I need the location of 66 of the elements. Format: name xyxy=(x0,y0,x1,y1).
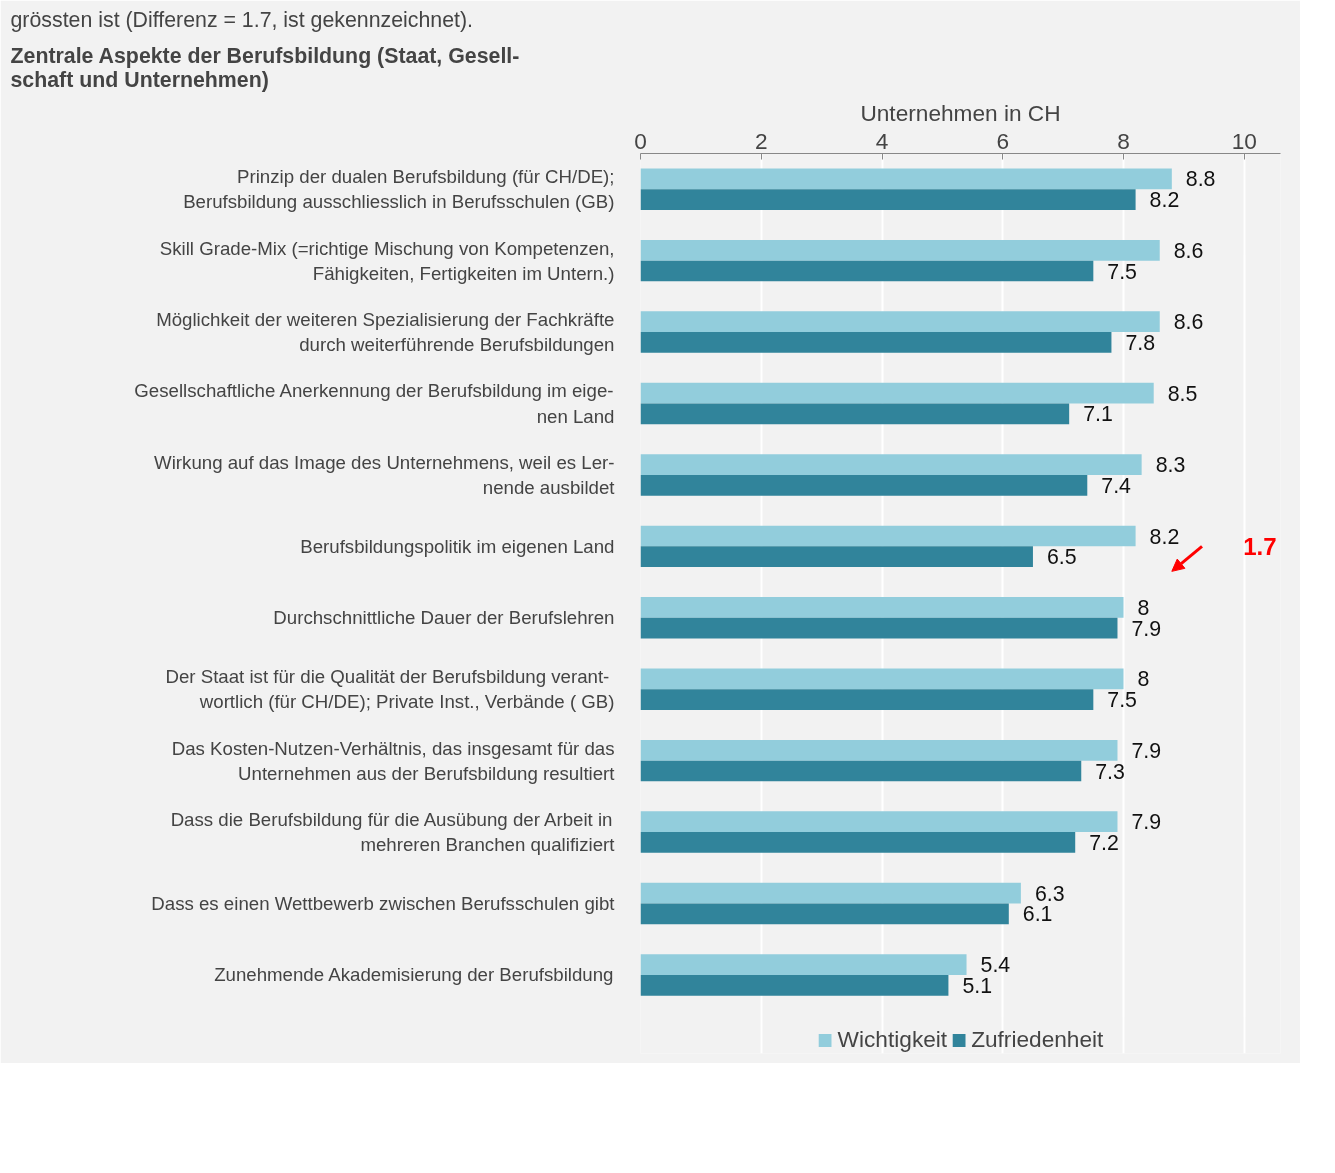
bar xyxy=(640,903,1009,925)
x-tick-label: 0 xyxy=(634,127,647,154)
data-label: 7.2 xyxy=(1089,830,1119,855)
bar xyxy=(640,454,1142,475)
data-label: 7.5 xyxy=(1107,259,1137,284)
bar xyxy=(640,882,1021,904)
data-label: 8.5 xyxy=(1167,381,1198,406)
bar xyxy=(640,739,1118,761)
bar xyxy=(640,474,1088,496)
bar xyxy=(640,382,1154,404)
y-tick-label: Der Staat ist für die Qualität der Berufsbildung verant- wortlich (für CH/DE); Private Inst., Verbände ( GB) xyxy=(165,666,615,713)
data-label: 7.1 xyxy=(1083,402,1113,427)
x-tick-label: 6 xyxy=(996,127,1010,154)
bar xyxy=(640,954,967,975)
legend-label: Zufriedenheit xyxy=(971,1026,1104,1053)
y-tick-label: Gesellschaftliche Anerkennung der Berufsbildung im eige- nen Land xyxy=(134,380,615,427)
bar xyxy=(640,239,1160,261)
y-tick-label: Zunehmende Akademisierung der Berufsbildung xyxy=(214,964,614,986)
y-tick-label: Möglichkeit der weiteren Spezialisierung der Fachkräfte durch weiterführende Berufsbildungen xyxy=(156,308,615,356)
bar xyxy=(640,525,1136,547)
bar xyxy=(640,260,1094,282)
data-label: 8.6 xyxy=(1173,310,1204,335)
bar xyxy=(640,760,1082,782)
data-label: 6.5 xyxy=(1046,545,1077,570)
legend-label: Wichtigkeit xyxy=(837,1026,948,1053)
bar xyxy=(640,332,1112,353)
bar xyxy=(640,832,1076,853)
bar xyxy=(640,617,1118,639)
text: Zentrale Aspekte der Berufsbildung (Staat, Gesell- schaft und Unternehmen) xyxy=(10,43,520,92)
data-label: 7.9 xyxy=(1131,810,1162,835)
x-tick-label: 2 xyxy=(754,127,768,154)
data-label: 8.6 xyxy=(1173,238,1204,263)
y-tick-label: Wirkung auf das Image des Unternehmens, weil es Ler- nende ausbildet xyxy=(154,451,616,499)
data-label: 7.4 xyxy=(1101,473,1132,498)
bar xyxy=(640,689,1094,710)
data-label: 8.3 xyxy=(1155,453,1186,478)
bar xyxy=(640,403,1070,425)
y-tick-label: Dass die Berufsbildung für die Ausübung der Arbeit in mehreren Branchen qualifiziert xyxy=(170,808,616,856)
bar xyxy=(640,311,1160,333)
data-label: 7.5 xyxy=(1107,688,1137,713)
data-label: 8.2 xyxy=(1149,524,1180,549)
data-label: 7.3 xyxy=(1095,759,1125,784)
data-label: 7.8 xyxy=(1125,330,1156,355)
data-label: 7.9 xyxy=(1131,738,1162,763)
x-tick-label: 8 xyxy=(1117,127,1130,154)
data-label: 8.8 xyxy=(1185,167,1216,192)
bar xyxy=(640,189,1136,210)
bar xyxy=(640,974,949,996)
y-tick-label: Skill Grade-Mix (=richtige Mischung von Kompetenzen, Fähigkeiten, Fertigkeiten im Untern.) xyxy=(159,237,615,284)
y-tick-label: Dass es einen Wettbewerb zwischen Berufsschulen gibt xyxy=(151,893,616,914)
x-tick-label: 4 xyxy=(875,127,889,154)
text: grössten ist (Differenz = 1.7, ist gekennzeichnet). xyxy=(10,7,474,32)
data-label: 8 xyxy=(1137,667,1150,692)
y-tick-label: Das Kosten-Nutzen-Verhältnis, das insgesamt für das Unternehmen aus der Berufsbildung resultiert xyxy=(171,737,616,784)
y-tick-label: Durchschnittliche Dauer der Berufslehren xyxy=(273,607,615,629)
bar xyxy=(640,168,1172,190)
x-tick-label: 10 xyxy=(1231,127,1257,154)
bar xyxy=(640,811,1118,833)
x-axis-title: Unternehmen in CH xyxy=(860,99,1061,126)
bar xyxy=(640,668,1124,690)
data-label: 8.2 xyxy=(1149,188,1180,213)
y-tick-label: Berufsbildungspolitik im eigenen Land xyxy=(300,535,615,557)
annotation: 1.7 xyxy=(1243,532,1277,560)
y-tick-label: Prinzip der dualen Berufsbildung (für CH/DE); Berufsbildung ausschliesslich in Berufsschulen (GB) xyxy=(183,166,615,213)
bar xyxy=(640,546,1033,568)
bar xyxy=(640,597,1124,618)
